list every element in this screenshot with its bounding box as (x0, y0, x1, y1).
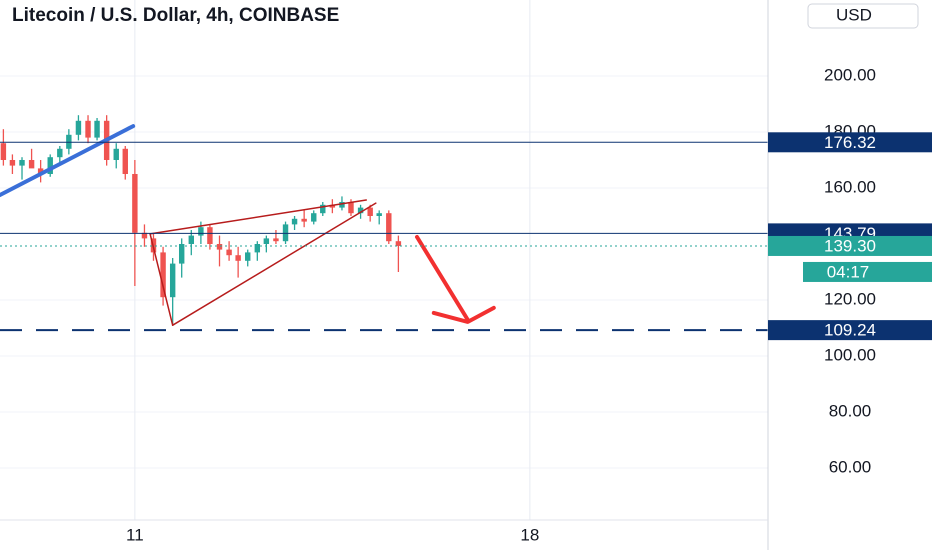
y-tick-label: 160.00 (824, 177, 876, 196)
candle-body (311, 213, 317, 222)
x-tick-label: 18 (520, 525, 539, 544)
chart-title: Litecoin / U.S. Dollar, 4h, COINBASE (12, 5, 339, 26)
candle-body (113, 148, 119, 160)
candle-body (75, 120, 82, 135)
candle-body (207, 227, 213, 244)
price-label-box (768, 132, 932, 153)
candle-body (169, 263, 176, 298)
y-tick-label: 120.00 (824, 289, 876, 308)
candle-body (85, 120, 91, 138)
y-tick-label: 80.00 (829, 401, 872, 420)
candle-body (37, 168, 44, 174)
candle-body (0, 143, 7, 160)
candle-body (367, 207, 373, 216)
candle-body (28, 159, 35, 169)
candle-body (291, 218, 298, 225)
candle-body (47, 157, 53, 174)
price-label-box (768, 320, 932, 341)
arrow-shaft (415, 234, 470, 322)
trend-line (0, 124, 136, 197)
candle-body (339, 201, 345, 208)
y-tick-label: 100.00 (824, 345, 876, 364)
countdown-box (803, 261, 932, 282)
candle-body (376, 213, 382, 216)
trend-line (171, 202, 377, 326)
candle-body (160, 252, 166, 298)
candle-body (66, 134, 72, 149)
candle-body (245, 252, 251, 261)
candle-body (178, 243, 185, 264)
y-tick-label: 60.00 (829, 457, 872, 476)
candle-body (320, 204, 326, 214)
candle-body (273, 238, 279, 242)
candle-body (263, 238, 270, 244)
candle-body (9, 159, 16, 166)
price-label: 139.30 (824, 236, 876, 255)
candle-body (188, 235, 195, 244)
arrow-head (431, 305, 496, 324)
candle-body (348, 201, 354, 214)
price-label: 109.24 (824, 321, 876, 340)
x-tick-label: 11 (126, 525, 144, 544)
candle-body (235, 255, 241, 261)
trend-line (149, 233, 174, 326)
candle-body (329, 204, 336, 208)
currency-label[interactable]: USD (836, 5, 872, 24)
price-label: 176.32 (824, 133, 876, 152)
candle-body (94, 120, 100, 138)
candle-body (226, 249, 232, 256)
candle-body (282, 224, 289, 242)
candle-body (216, 243, 223, 250)
price-label-box (768, 235, 932, 256)
currency-button[interactable] (807, 3, 919, 29)
candle-body (395, 241, 402, 246)
candle-body (386, 213, 392, 242)
candle-body (19, 159, 25, 166)
candle-body (301, 218, 307, 222)
candle-body (254, 243, 261, 253)
candle-body (141, 232, 148, 239)
trend-line (149, 199, 367, 235)
y-tick-label: 200.00 (824, 65, 876, 84)
countdown-label: 04:17 (827, 262, 870, 281)
candle-body (198, 227, 204, 236)
candle-body (57, 148, 63, 158)
candle-body (122, 148, 128, 174)
candle-body (357, 207, 364, 214)
candle-body (132, 173, 138, 233)
